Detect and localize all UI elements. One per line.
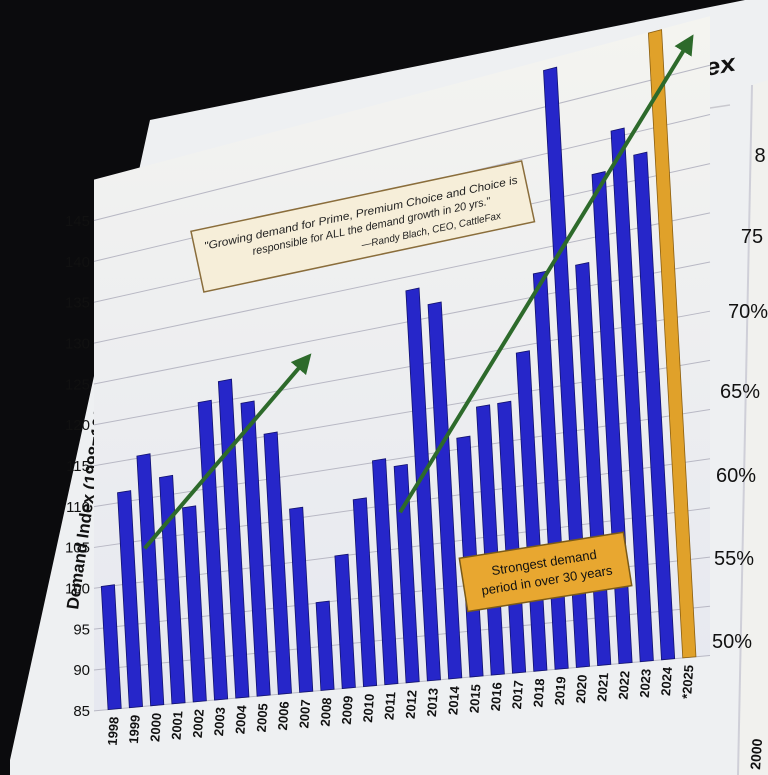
trend-arrow-1: [143, 353, 312, 550]
bar-series: [100, 29, 697, 711]
bar-2002: [182, 505, 207, 703]
x-tick-label: 2002: [190, 709, 207, 739]
bar-2010: [352, 497, 378, 688]
right-axis-tick: 75: [741, 226, 763, 248]
bar-2000: [136, 453, 165, 707]
x-tick-label: 2012: [403, 689, 420, 719]
right-axis-tick: 60%: [716, 465, 756, 487]
x-tick-label: 2008: [318, 697, 335, 727]
y-tick-label: 90: [73, 662, 90, 679]
bar-star-2025: [647, 29, 697, 659]
x-tick-label: 2003: [211, 707, 228, 737]
bar-2006: [263, 431, 292, 695]
bar-2014: [427, 301, 463, 680]
x-tick-label: 2018: [530, 678, 547, 708]
y-tick-label: 135: [65, 295, 90, 312]
y-tick-label: 100: [65, 581, 90, 598]
bar-1999: [117, 490, 143, 709]
bar-2008: [315, 600, 335, 691]
right-panel-axis: 50% 55% 60% 65% 70% 75 8 2000: [712, 145, 768, 770]
x-axis-ticks: 1998 1999 2000 2001 2002 2003 2004 2005 2006 2007…: [105, 664, 697, 746]
panel-divider: [737, 84, 753, 775]
gridline: [93, 64, 711, 222]
right-panel: [738, 80, 768, 775]
bar-2020: [543, 66, 590, 668]
x-tick-label: 1998: [105, 716, 122, 746]
x-tick-label: 2001: [169, 710, 186, 740]
trend-arrows: [143, 34, 694, 550]
right-axis-tick: 50%: [712, 631, 752, 653]
x-tick-label: 2004: [232, 704, 249, 735]
x-tick-label: 2017: [509, 680, 526, 710]
bar-2001: [159, 474, 186, 705]
y-tick-label: 115: [66, 458, 90, 475]
x-tick-label: 2010: [360, 693, 377, 723]
y-tick-label: 105: [65, 540, 90, 557]
bar-2012: [393, 463, 420, 684]
right-axis-tick: 8: [754, 145, 765, 167]
x-tick-label: 2005: [254, 703, 271, 733]
x-tick-label: 2022: [616, 670, 633, 700]
right-axis-bottom-label: 2000: [747, 738, 765, 770]
x-tick-label: 2019: [552, 676, 569, 706]
x-tick-label: 2007: [296, 699, 313, 729]
y-tick-label: 120: [65, 417, 90, 434]
x-tick-label: 2023: [637, 668, 654, 698]
right-axis-tick: 55%: [714, 548, 754, 570]
x-tick-label: 2024: [658, 666, 675, 697]
y-tick-label: 95: [73, 621, 90, 638]
y-tick-label: 145: [65, 213, 90, 230]
bar-1998: [100, 584, 122, 711]
x-tick-label: 2006: [275, 701, 292, 731]
right-axis-tick: 70%: [728, 301, 768, 323]
callout-box: Strongest demand period in over 30 years: [458, 531, 633, 613]
y-tick-label: 130: [65, 336, 90, 353]
y-tick-label: 85: [73, 703, 90, 720]
x-tick-label: 2016: [488, 682, 505, 712]
y-axis-ticks: 85 90 95 100 105 110 115 120 125 130 135 140 145: [65, 213, 90, 720]
x-tick-label: 2013: [424, 687, 441, 717]
trend-arrow-2: [398, 34, 694, 514]
bar-2004: [217, 378, 250, 699]
x-tick-label: *2025: [679, 664, 696, 699]
x-tick-label: 2011: [381, 691, 398, 720]
x-tick-label: 2000: [147, 712, 164, 742]
bar-2013: [405, 287, 441, 682]
x-tick-label: 2020: [573, 674, 590, 704]
bar-2023: [610, 127, 654, 663]
bar-2011: [372, 458, 399, 686]
y-tick-label: 125: [65, 376, 90, 393]
bar-2007: [289, 506, 314, 693]
bar-2009: [334, 553, 356, 689]
x-tick-label: 1999: [126, 714, 143, 744]
x-tick-label: 2009: [339, 695, 356, 725]
x-tick-label: 2021: [594, 672, 611, 702]
x-tick-label: 2015: [467, 684, 484, 714]
bar-2024: [633, 151, 676, 661]
y-tick-label: 140: [65, 254, 90, 271]
right-axis-tick: 65%: [720, 381, 760, 403]
bar-2017: [497, 400, 527, 674]
y-tick-label: 110: [66, 499, 90, 516]
bar-2005: [240, 400, 271, 697]
x-tick-label: 2014: [445, 685, 462, 716]
